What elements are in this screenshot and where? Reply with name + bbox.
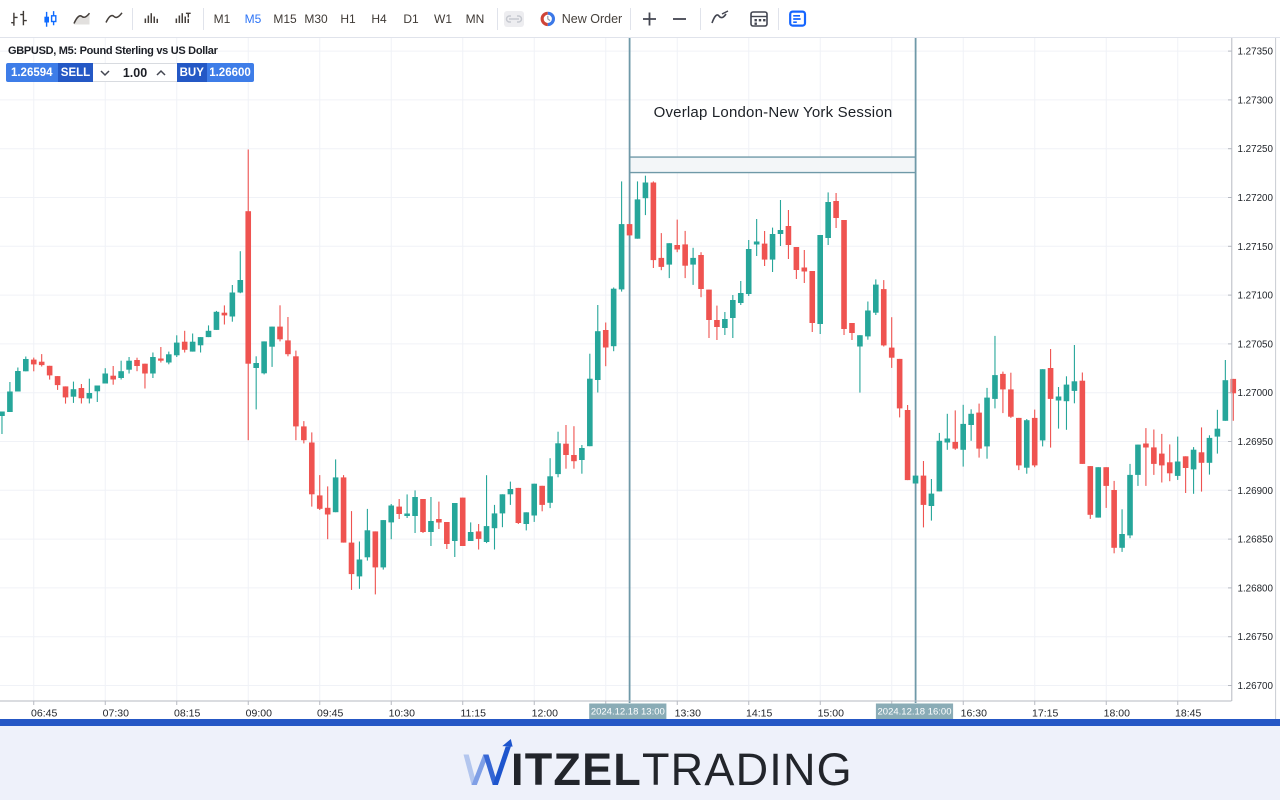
svg-text:06:45: 06:45 (31, 708, 57, 720)
svg-text:1.26950: 1.26950 (1238, 437, 1274, 448)
svg-text:09:00: 09:00 (246, 708, 272, 720)
svg-text:1.00: 1.00 (123, 66, 147, 80)
svg-text:13:30: 13:30 (675, 708, 701, 720)
svg-text:1.27200: 1.27200 (1238, 193, 1274, 204)
svg-text:1.26850: 1.26850 (1238, 535, 1274, 546)
svg-text:1.26700: 1.26700 (1238, 681, 1274, 692)
svg-text:1.26900: 1.26900 (1238, 486, 1274, 497)
svg-text:1.27150: 1.27150 (1238, 242, 1274, 253)
svg-text:09:45: 09:45 (317, 708, 343, 720)
svg-text:1.27250: 1.27250 (1238, 144, 1274, 155)
svg-text:10:30: 10:30 (389, 708, 415, 720)
svg-text:1.27350: 1.27350 (1238, 47, 1274, 58)
svg-text:Overlap London-New York Sessio: Overlap London-New York Session (654, 104, 893, 121)
svg-text:1.26800: 1.26800 (1238, 583, 1274, 594)
svg-text:08:15: 08:15 (174, 708, 200, 720)
svg-text:16:30: 16:30 (961, 708, 987, 720)
svg-text:18:00: 18:00 (1104, 708, 1130, 720)
svg-text:11:15: 11:15 (460, 708, 486, 720)
svg-text:15:00: 15:00 (818, 708, 844, 720)
svg-text:07:30: 07:30 (103, 708, 129, 720)
svg-text:17:15: 17:15 (1032, 708, 1058, 720)
svg-text:1.27300: 1.27300 (1238, 95, 1274, 106)
svg-text:1.27100: 1.27100 (1238, 291, 1274, 302)
svg-text:1.27000: 1.27000 (1238, 388, 1274, 399)
svg-text:18:45: 18:45 (1175, 708, 1201, 720)
svg-text:14:15: 14:15 (746, 708, 772, 720)
svg-text:2024.12.18 16:00: 2024.12.18 16:00 (878, 707, 952, 718)
svg-text:2024.12.18 13:00: 2024.12.18 13:00 (591, 707, 665, 718)
svg-text:12:00: 12:00 (532, 708, 558, 720)
svg-text:1.27050: 1.27050 (1238, 339, 1274, 350)
svg-text:1.26750: 1.26750 (1238, 632, 1274, 643)
